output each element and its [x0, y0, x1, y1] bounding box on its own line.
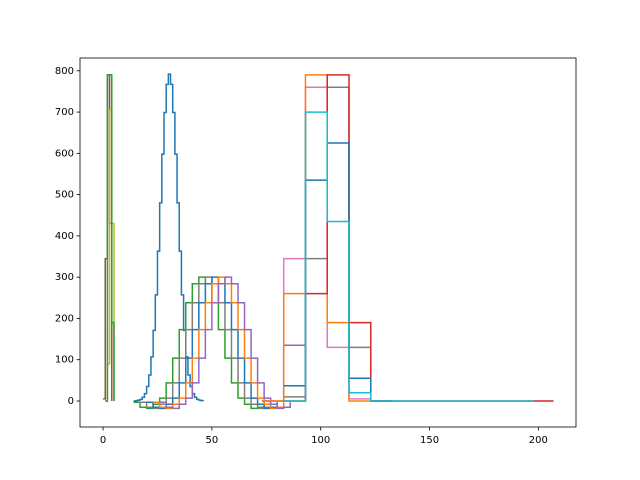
step-line	[159, 276, 291, 410]
x-tick-label: 200	[529, 435, 548, 446]
step-line	[146, 276, 278, 410]
step-line	[133, 276, 265, 410]
step-line	[105, 74, 115, 402]
step-line	[283, 86, 393, 402]
step-line	[283, 111, 534, 402]
y-tick-label: 0	[68, 396, 74, 407]
y-tick-label: 100	[55, 355, 74, 366]
y-tick-label: 500	[55, 190, 74, 201]
x-tick-label: 150	[420, 435, 439, 446]
step-line	[283, 142, 393, 402]
x-tick-label: 100	[311, 435, 330, 446]
y-tick-label: 400	[55, 231, 74, 242]
y-tick-label: 800	[55, 66, 74, 77]
step-line	[105, 109, 115, 402]
y-tick-label: 700	[55, 107, 74, 118]
y-tick-label: 200	[55, 313, 74, 324]
step-line	[140, 276, 272, 410]
y-tick-label: 300	[55, 272, 74, 283]
x-tick-label: 0	[100, 435, 106, 446]
step-line	[261, 86, 372, 402]
step-line	[153, 276, 285, 410]
axes-frame	[79, 57, 577, 428]
x-tick-label: 50	[206, 435, 219, 446]
step-line	[283, 74, 554, 402]
y-tick-label: 600	[55, 148, 74, 159]
